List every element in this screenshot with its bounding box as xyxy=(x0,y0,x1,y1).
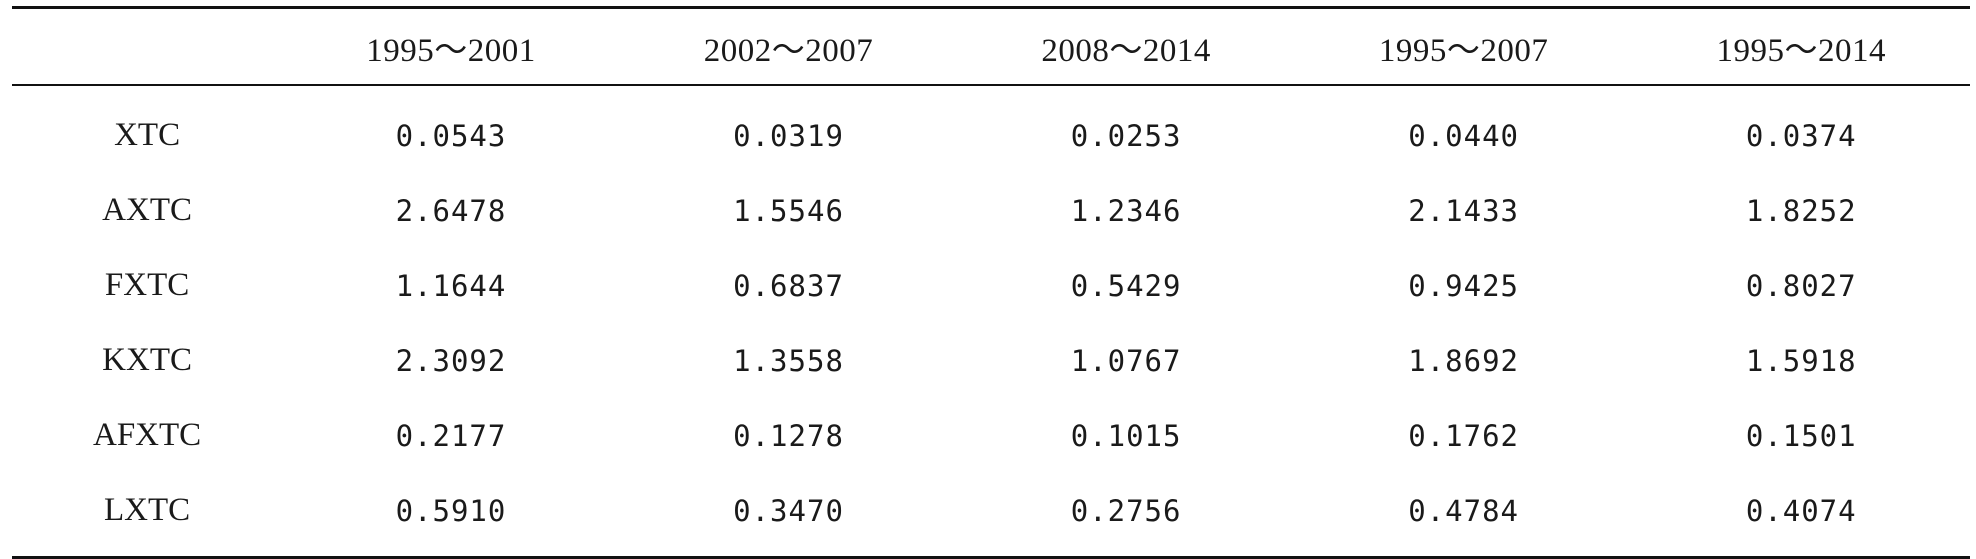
row-label: AFXTC xyxy=(93,417,202,453)
table-cell: 0.4074 xyxy=(1632,473,1970,559)
table-row: AXTC 2.6478 1.5546 1.2346 2.1433 1.8252 xyxy=(12,173,1970,248)
table-cell: 0.0543 xyxy=(395,118,507,153)
data-table: 1995～2001 2002～2007 2008～2014 1995～2007 … xyxy=(12,6,1970,559)
header-row: 1995～2001 2002～2007 2008～2014 1995～2007 … xyxy=(12,6,1970,86)
table-cell: 1.8692 xyxy=(1408,343,1519,378)
table-cell: 0.2756 xyxy=(957,473,1295,559)
row-label: XTC xyxy=(114,117,181,153)
table-cell: 0.1015 xyxy=(1070,418,1182,453)
table-cell: 0.6837 xyxy=(733,268,844,303)
table-cell: 0.1762 xyxy=(1408,418,1519,453)
table-body: XTC 0.0543 0.0319 0.0253 0.0440 0.0374 A… xyxy=(12,85,1970,559)
table-row: AFXTC 0.2177 0.1278 0.1015 0.1762 0.1501 xyxy=(12,398,1970,473)
table-cell: 0.1501 xyxy=(1745,418,1857,453)
header-cell-period: 1995～2014 xyxy=(1632,6,1970,86)
table-cell: 1.1644 xyxy=(395,268,507,303)
table-cell: 0.0440 xyxy=(1408,118,1519,153)
table-row: XTC 0.0543 0.0319 0.0253 0.0440 0.0374 xyxy=(12,85,1970,173)
header-cell-period: 2008～2014 xyxy=(957,6,1295,86)
table-cell: 0.0253 xyxy=(1070,118,1182,153)
table-cell: 0.1278 xyxy=(733,418,844,453)
table-cell: 2.1433 xyxy=(1408,193,1519,228)
table-cell: 2.6478 xyxy=(395,193,507,228)
table-cell: 0.5429 xyxy=(1070,268,1182,303)
table-row: FXTC 1.1644 0.6837 0.5429 0.9425 0.8027 xyxy=(12,248,1970,323)
table-cell: 1.2346 xyxy=(1070,193,1182,228)
header-cell-period: 2002～2007 xyxy=(619,6,958,86)
table-cell: 1.5918 xyxy=(1745,343,1857,378)
table-cell: 0.9425 xyxy=(1408,268,1519,303)
table-cell: 0.2177 xyxy=(395,418,507,453)
table-cell: 1.5546 xyxy=(733,193,844,228)
table-row: LXTC 0.5910 0.3470 0.2756 0.4784 0.4074 xyxy=(12,473,1970,559)
header-cell-blank xyxy=(12,6,283,86)
table-cell: 1.8252 xyxy=(1745,193,1857,228)
table-header: 1995～2001 2002～2007 2008～2014 1995～2007 … xyxy=(12,6,1970,86)
table-container: 1995～2001 2002～2007 2008～2014 1995～2007 … xyxy=(12,6,1970,559)
table-row: KXTC 2.3092 1.3558 1.0767 1.8692 1.5918 xyxy=(12,323,1970,398)
table-cell: 0.0319 xyxy=(733,118,844,153)
row-label: KXTC xyxy=(102,342,193,378)
table-cell: 0.3470 xyxy=(619,473,958,559)
row-label: AXTC xyxy=(102,192,193,228)
header-cell-period: 1995～2001 xyxy=(282,6,620,86)
header-cell-period: 1995～2007 xyxy=(1294,6,1633,86)
table-cell: 1.3558 xyxy=(733,343,844,378)
table-cell: 0.0374 xyxy=(1745,118,1857,153)
row-label: FXTC xyxy=(104,267,190,303)
row-label: LXTC xyxy=(12,473,283,559)
table-cell: 0.5910 xyxy=(282,473,620,559)
table-cell: 0.8027 xyxy=(1745,268,1857,303)
table-cell: 1.0767 xyxy=(1070,343,1182,378)
table-cell: 2.3092 xyxy=(395,343,507,378)
table-cell: 0.4784 xyxy=(1294,473,1633,559)
